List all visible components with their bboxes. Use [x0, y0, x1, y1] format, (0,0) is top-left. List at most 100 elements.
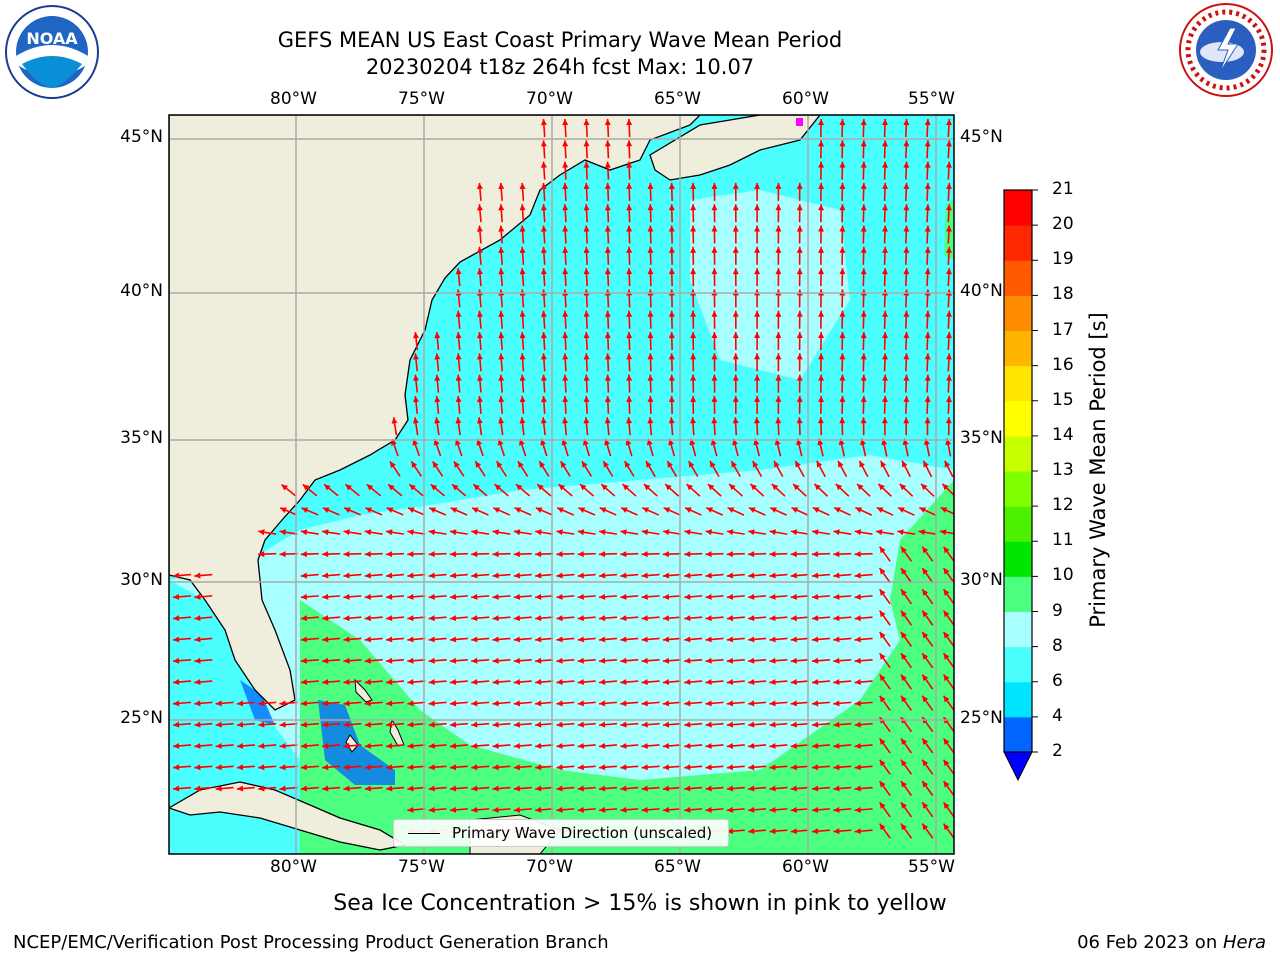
- wave-arrow-head: [748, 828, 755, 835]
- wave-arrow-head: [726, 529, 734, 536]
- wave-arrow-head: [879, 759, 886, 767]
- wave-arrow-head: [668, 332, 675, 339]
- wave-arrow-head: [620, 593, 627, 600]
- wave-arrow-head: [455, 374, 462, 381]
- colorbar-tick-label: 20: [1052, 214, 1074, 235]
- wave-arrow-head: [796, 182, 803, 189]
- wave-arrow-head: [647, 395, 654, 403]
- wave-arrow-head: [492, 700, 499, 707]
- wave-arrow-head: [407, 529, 414, 536]
- wave-arrow-head: [343, 700, 350, 707]
- wave-arrow-head: [902, 460, 908, 468]
- wave-arrow-head: [900, 738, 907, 746]
- wave-arrow-head: [540, 182, 547, 190]
- colorbar-tick-label: 21: [1052, 179, 1074, 199]
- wave-arrow-head: [389, 461, 396, 468]
- wave-arrow-head: [173, 593, 180, 600]
- wave-arrow-head: [900, 631, 907, 639]
- wave-arrow-head: [939, 529, 947, 536]
- wave-arrow-head: [647, 204, 654, 211]
- wave-arrow-head: [513, 551, 520, 558]
- wave-arrow-head: [900, 802, 907, 809]
- wave-arrow-head: [471, 657, 478, 664]
- wave-arrow-head: [604, 182, 611, 190]
- graticule: [169, 115, 954, 854]
- wave-arrow-head: [407, 636, 414, 643]
- wave-arrow-head: [900, 610, 907, 618]
- wave-arrow-head: [943, 780, 950, 788]
- wave-arrow-head: [854, 679, 861, 686]
- wave-arrow-head: [620, 657, 627, 664]
- wave-arrow-head: [492, 785, 499, 792]
- wave-arrow-head: [665, 484, 672, 491]
- wave-arrow-head: [879, 567, 886, 575]
- wave-arrow-head: [498, 395, 505, 403]
- wave-arrow-head: [236, 721, 244, 728]
- wave-arrow-head: [903, 332, 910, 339]
- wave-arrow-head: [556, 679, 563, 686]
- colorbar-tick-label: 19: [1052, 249, 1074, 270]
- wave-arrow-head: [860, 310, 867, 317]
- wave-arrow-head: [647, 268, 654, 275]
- wave-arrow-head: [882, 140, 889, 147]
- wave-arrow-head: [471, 764, 478, 771]
- wave-arrow-head: [882, 332, 889, 339]
- wave-arrow-head: [943, 567, 950, 575]
- wave-arrow-head: [604, 353, 611, 360]
- wave-arrow-head: [754, 225, 761, 232]
- wave-arrow-head: [626, 204, 633, 211]
- wave-arrow-head: [514, 507, 522, 513]
- wave-arrow-head: [411, 461, 418, 468]
- wave-arrow-head: [943, 610, 950, 618]
- wave-arrow-head: [365, 507, 373, 513]
- ocean-patch-light: [690, 190, 850, 380]
- wave-arrow-head: [476, 310, 483, 317]
- wave-arrow-head: [833, 615, 840, 622]
- wave-arrow-head: [620, 806, 627, 813]
- wave-arrow-head: [662, 551, 670, 558]
- wave-arrow-head: [498, 332, 505, 339]
- wave-arrow-head: [449, 785, 457, 792]
- wave-arrow-head: [449, 806, 457, 813]
- wave-arrow-head: [279, 529, 287, 536]
- wave-arrow-head: [882, 268, 889, 275]
- wave-arrow-head: [748, 507, 756, 513]
- wave-arrow-head: [604, 332, 611, 339]
- colorbar-tick-label: 6: [1052, 670, 1063, 691]
- wave-arrow-head: [775, 268, 782, 275]
- colorbar-tick-label: 2: [1052, 741, 1063, 761]
- wave-arrow-head: [833, 593, 840, 600]
- wave-arrow-head: [449, 700, 457, 707]
- wave-arrow-head: [476, 246, 483, 254]
- wave-arrow-head: [769, 806, 776, 813]
- wave-arrow-head: [476, 204, 483, 211]
- wave-arrow-head: [668, 182, 675, 189]
- wave-arrow-head: [647, 246, 654, 253]
- wave-arrow-head: [428, 572, 435, 579]
- legend-line-sample: [408, 832, 440, 834]
- wave-arrow-head: [473, 484, 480, 491]
- wave-arrow-head: [620, 742, 627, 749]
- wave-arrow-head: [857, 483, 864, 491]
- wave-arrow-head: [732, 332, 739, 339]
- wave-arrow-head: [407, 806, 414, 813]
- colorbar-tick-label: 12: [1052, 495, 1074, 516]
- wave-arrow-head: [748, 593, 755, 600]
- wave-arrow-head: [686, 484, 693, 491]
- sea-ice-marker: [796, 118, 803, 126]
- wave-arrow-head: [513, 721, 521, 728]
- wave-arrow-head: [945, 204, 952, 211]
- wave-arrow-head: [940, 507, 948, 513]
- wave-arrow-head: [194, 721, 201, 728]
- colorbar-tick-label: 11: [1052, 530, 1074, 551]
- wave-arrow-head: [921, 483, 928, 491]
- wave-arrow-head: [173, 785, 180, 792]
- wave-arrow-head: [407, 764, 414, 771]
- wave-arrow-head: [562, 353, 569, 360]
- wave-arrow-head: [769, 572, 776, 579]
- lon-tick-top: 55°W: [908, 89, 955, 109]
- wave-arrow-head: [833, 721, 840, 728]
- wave-arrow-head: [604, 161, 611, 168]
- wave-arrow-head: [302, 484, 310, 491]
- wave-arrow-head: [790, 615, 797, 622]
